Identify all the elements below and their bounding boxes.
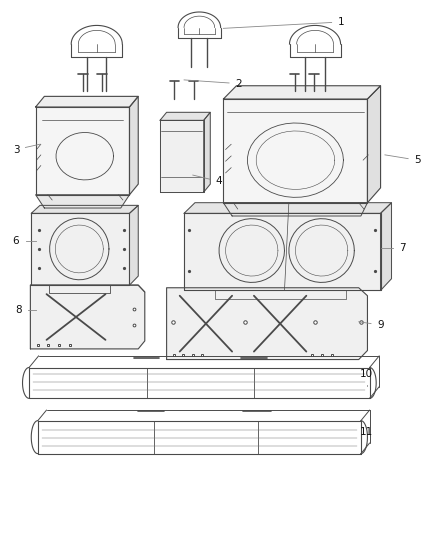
Polygon shape: [223, 203, 367, 216]
Polygon shape: [160, 112, 210, 120]
Text: 9: 9: [377, 320, 384, 330]
Polygon shape: [35, 96, 138, 107]
Polygon shape: [184, 213, 381, 290]
Polygon shape: [130, 96, 138, 195]
Polygon shape: [166, 288, 367, 360]
Text: 10: 10: [360, 369, 373, 379]
Text: 3: 3: [13, 144, 19, 155]
Polygon shape: [31, 213, 130, 285]
Text: 7: 7: [399, 243, 406, 253]
Polygon shape: [35, 195, 130, 208]
Polygon shape: [35, 107, 130, 195]
Polygon shape: [223, 99, 367, 203]
Text: 8: 8: [15, 305, 21, 315]
Polygon shape: [367, 86, 381, 203]
Polygon shape: [31, 205, 138, 213]
Text: 6: 6: [13, 236, 19, 246]
Text: 1: 1: [338, 17, 345, 27]
Polygon shape: [160, 120, 204, 192]
Polygon shape: [184, 203, 392, 213]
Text: 11: 11: [360, 427, 373, 438]
Polygon shape: [381, 203, 392, 290]
Polygon shape: [223, 86, 381, 99]
Polygon shape: [130, 205, 138, 285]
Text: 5: 5: [414, 155, 421, 165]
Text: 4: 4: [215, 176, 223, 187]
Text: 2: 2: [235, 79, 242, 88]
Polygon shape: [204, 112, 210, 192]
Polygon shape: [30, 285, 145, 349]
